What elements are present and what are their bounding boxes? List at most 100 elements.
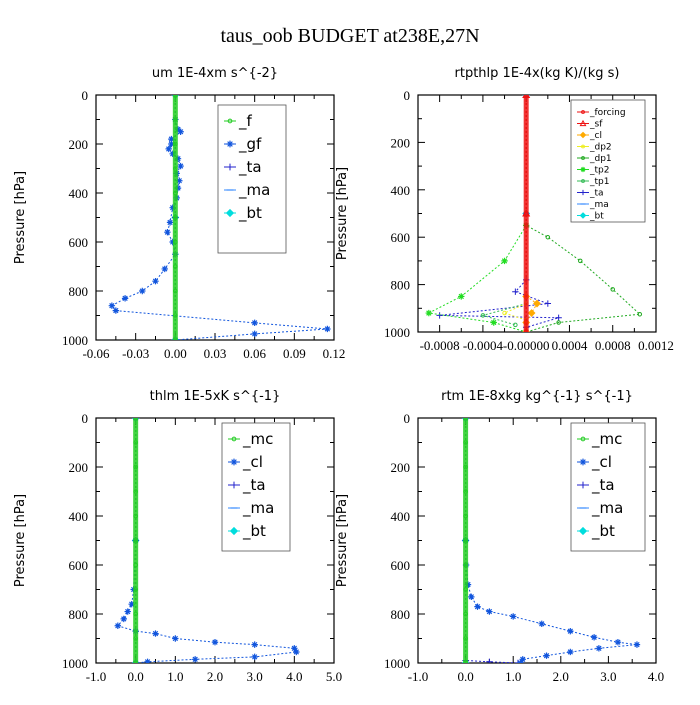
panel-title: thlm 1E-5xK s^{-1} [150,389,281,404]
y-tick-label: 200 [69,137,89,152]
legend-box [570,99,646,223]
legend-marker-sf [579,119,587,127]
data-point-cl [595,645,603,652]
y-tick-label: 600 [391,230,411,245]
y-tick-label: 800 [69,607,89,622]
legend-marker-mc [231,436,237,442]
x-tick-label: 4.0 [648,669,664,684]
series-layer [461,418,641,663]
legend-marker-bt [225,208,235,218]
y-tick-label: 1000 [62,656,88,671]
plot-frame [95,417,335,664]
series-band-f [172,95,178,340]
legend-label-bt: _bt [242,522,266,541]
legend-marker-ta [226,163,234,171]
legend-label-mc: _mc [242,430,273,449]
data-point-dp1 [637,311,643,317]
data-point-gf [177,128,184,135]
x-tick-label: -1.0 [408,669,429,684]
data-point-cl [633,641,641,648]
x-tick-label: -0.06 [82,346,110,361]
legend-marker-gf [226,140,234,148]
data-point-cl [590,634,598,641]
legend-label-bt: _bt [591,522,615,541]
data-point-cl [291,645,298,652]
data-point-cl [251,641,258,648]
data-point-ta [486,658,493,663]
data-point-ta [555,314,562,321]
data-point-cl [293,648,300,656]
series-line-cl [116,418,298,663]
data-point-cl [486,608,493,615]
chart-panel-4: rtm 1E-8xkg kg^{-1} s^{-1} Pressure [hPa]… [335,389,664,684]
y-axis-label: Pressure [hPa] [335,494,350,587]
legend-label-f: _f [238,112,253,131]
legend-label-cl: _cl [591,453,612,472]
legend-label-cl: _cl [242,453,263,472]
legend-marker-cl [579,131,587,139]
x-tick-label: -0.00000 [503,338,550,353]
data-point-cl [251,653,258,661]
data-point-cl [567,648,574,656]
data-point-cl [517,659,524,663]
data-point-gf [161,265,168,273]
data-point-gf [121,295,129,302]
legend-label-ma: _ma [238,181,270,200]
legend-marker-ta [580,189,586,196]
y-tick-label: 1000 [62,333,88,348]
legend-label-dp2: _dp2 [589,143,612,153]
legend-label-gf: _gf [238,135,262,154]
data-point-dp2 [502,310,507,316]
legend-marker-cl [579,458,587,466]
data-point-gf [177,162,184,170]
data-point-cl [211,638,219,646]
legend-marker-bt [229,526,239,536]
x-tick-label: 1.0 [505,669,521,684]
y-tick-label: 400 [69,186,89,201]
data-point-cl [538,620,545,627]
data-point-ta [514,659,522,663]
series-line-ta [439,279,559,328]
data-point-tp2 [501,257,508,265]
series-line-dp1 [525,95,641,332]
data-point-cl [191,656,199,663]
legend-label-ta: _ta [238,158,262,177]
x-tick-label: 0.0 [457,669,473,684]
data-point-cl [614,638,622,646]
x-tick-label: 0.09 [283,346,306,361]
data-point-cl [120,615,127,623]
data-point-cl [144,658,151,663]
data-point-gf [169,238,176,246]
legend-marker-mc [580,436,586,442]
data-point-ta [436,312,443,319]
y-tick-label: 200 [69,460,89,475]
legend-marker-ta [230,481,238,489]
x-tick-label: 0.0004 [552,338,588,353]
x-tick-label: 0.0008 [595,338,631,353]
series-band-forcing [523,95,529,332]
data-point-gf [169,204,176,211]
legend-label-mc: _mc [591,430,622,449]
panel-title: rtm 1E-8xkg kg^{-1} s^{-1} [441,389,633,404]
y-tick-label: 400 [391,183,411,198]
x-tick-label: 3.0 [247,669,263,684]
y-tick-label: 1000 [384,325,410,340]
data-point-gf [174,126,182,133]
y-tick-label: 600 [69,235,89,250]
legend-label-sf: _sf [589,120,603,130]
data-point-cl [474,603,481,610]
data-point-gf [152,278,159,285]
x-tick-label: 0.06 [243,346,266,361]
chart-panel-3: thlm 1E-5xK s^{-1} Pressure [hPa] 0 200 400 6… [13,389,342,684]
y-tick-label: 800 [391,278,411,293]
legend-label-bt: _bt [589,212,604,222]
x-tick-label: -0.0004 [463,338,504,353]
series-layer [108,95,331,340]
data-point-gf [166,219,174,226]
series-line-dp2 [503,303,527,321]
data-point-cl [468,593,475,601]
series-layer [114,418,300,663]
legend-marker-cl [230,458,238,466]
panel-title: rtpthlp 1E-4x(kg K)/(kg s) [455,66,620,81]
